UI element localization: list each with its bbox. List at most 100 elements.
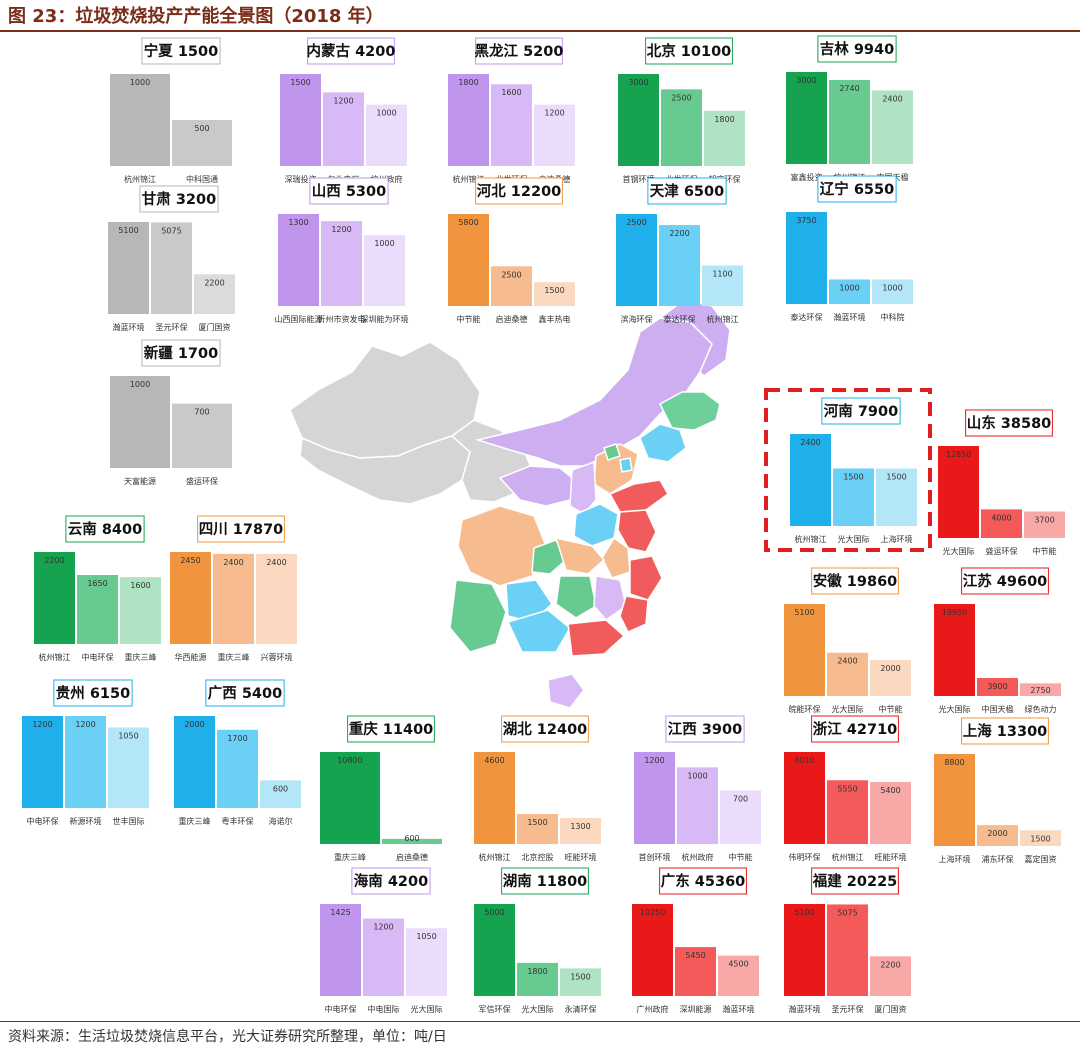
category-label: 瀚蓝环境 [789,1004,821,1014]
category-label: 启迪桑德 [496,314,528,324]
value-label: 2750 [1030,686,1050,695]
panel-title: 辽宁 6550 [820,180,894,198]
panel-title: 广西 5400 [208,684,282,702]
panel-title-box [65,515,145,543]
province-panel: 河南 7900 2400 杭州锦江 1500 光大国际 1500 上海环境 [764,388,932,552]
bar [534,282,575,306]
province-panel: 辽宁 6550 3750 泰达环保 1000 瀚蓝环境 1000 中科院 [786,175,913,322]
value-label: 1000 [130,78,150,87]
category-label: 光大国际 [838,534,870,544]
bar [260,780,301,808]
panel-title-box [811,567,899,595]
value-label: 1300 [288,218,308,227]
bar [77,575,118,644]
bar [448,214,489,306]
panel-title: 贵州 6150 [56,684,130,702]
panel-title: 湖南 11800 [503,872,588,890]
province-panel: 天津 6500 2500 滨海环保 2200 泰达环保 1100 杭州锦江 [616,177,743,324]
bar [321,221,362,306]
panel-title-box [351,867,431,895]
panel-title: 山西 5300 [312,183,386,200]
bar [491,84,532,166]
bar [110,376,170,468]
map-region-beijing [603,443,621,461]
bar [213,553,254,644]
category-label: 中国天楹 [982,704,1014,714]
panel-title-box [817,175,897,203]
category-label: 中电环保 [27,816,59,826]
value-label: 4000 [991,513,1011,522]
panel-title: 广东 45360 [661,872,746,890]
value-label: 600 [404,834,419,843]
category-label: 重庆三峰 [218,652,250,662]
category-label: 杭州锦江 [124,174,156,184]
bar [382,838,442,844]
bar [833,468,874,526]
value-label: 1500 [843,473,863,482]
bar [534,104,575,166]
province-panel: 浙江 42710 8010 伟明环保 5550 杭州锦江 5400 旺能环境 [784,715,911,862]
bar [659,225,700,306]
category-label: 世丰国际 [113,816,145,826]
category-label: 上海环境 [939,854,971,864]
bar [172,403,232,468]
category-label: 瀚蓝环境 [113,322,145,332]
panel-title-box [811,867,899,895]
panel-title: 海南 4200 [354,872,428,890]
panel-title-box [659,867,747,895]
panel-title-box [205,679,285,707]
bar [22,716,63,808]
bar [661,89,702,166]
category-label: 皖能环保 [789,704,821,714]
province-panel: 湖南 11800 5000 军信环保 1800 光大国际 1500 永清环保 [474,867,601,1014]
value-label: 5800 [458,218,478,227]
province-panel: 广东 45360 10250 广州政府 5450 深圳能源 4500 瀚蓝环境 [632,867,759,1014]
bar [256,553,297,644]
map-region-hunan [555,575,597,619]
category-label: 杭州锦江 [479,852,511,862]
value-label: 1800 [527,967,547,976]
bar [448,74,489,166]
panel-title: 天津 6500 [650,182,724,200]
value-label: 1500 [544,286,564,295]
category-label: 杭州锦江 [832,852,864,862]
category-label: 重庆三峰 [334,852,366,862]
category-label: 瀚蓝环境 [834,312,866,322]
category-label: 中电环保 [325,1004,357,1014]
map-region-hubei [554,536,606,575]
value-label: 2200 [880,960,900,969]
value-label: 2000 [880,664,900,673]
value-label: 600 [273,784,288,793]
bar [872,90,913,164]
value-label: 2500 [626,218,646,227]
map-region-fujian [619,595,649,633]
province-panel: 上海 13300 8800 上海环境 2000 浦东环保 1500 嘉定国资 [934,717,1061,864]
bar [934,604,975,696]
category-label: 旺能环境 [875,852,907,862]
panel-title-box [197,515,285,543]
category-label: 光大国际 [832,704,864,714]
bar [618,74,659,166]
value-label: 3000 [796,76,816,85]
category-label: 中节能 [457,314,481,324]
value-label: 1600 [501,88,521,97]
value-label: 1600 [130,581,150,590]
top-rule [0,30,1080,32]
panel-title: 甘肃 3200 [142,190,216,208]
value-label: 2500 [671,93,691,102]
value-label: 3000 [628,78,648,87]
category-label: 重庆三峰 [179,816,211,826]
category-label: 光大国际 [411,1004,443,1014]
bar [938,446,979,538]
value-label: 1000 [687,771,707,780]
bar [151,222,192,314]
value-label: 2400 [223,558,243,567]
bar [491,266,532,306]
category-label: 厦门国资 [875,1004,907,1014]
panel-title: 福建 20225 [812,872,898,890]
bar [981,509,1022,538]
category-label: 光大国际 [943,546,975,556]
category-label: 光大国际 [939,704,971,714]
province-panel: 吉林 99403000富鑫投资2740杭州锦江2400中国天楹 [786,35,913,182]
value-label: 1000 [374,239,394,248]
